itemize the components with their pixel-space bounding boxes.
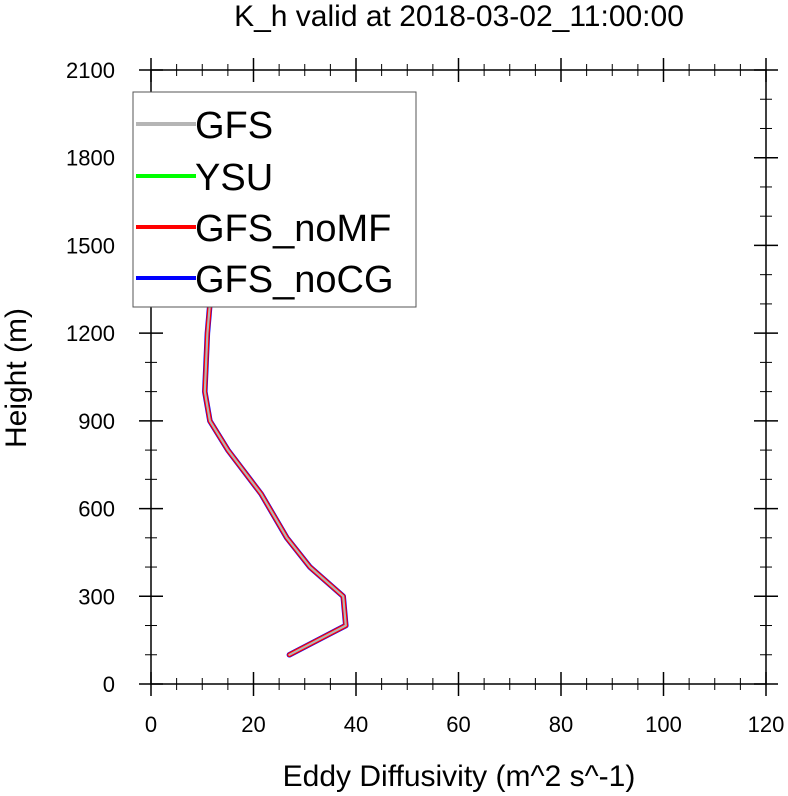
legend-label: GFS_noCG bbox=[195, 259, 394, 301]
y-tick-label: 0 bbox=[103, 672, 115, 697]
x-tick-label: 0 bbox=[145, 712, 157, 737]
x-tick-label: 40 bbox=[344, 712, 368, 737]
x-tick-label: 20 bbox=[241, 712, 265, 737]
legend-label: GFS bbox=[195, 105, 273, 147]
y-tick-label: 300 bbox=[78, 584, 115, 609]
y-tick-label: 2100 bbox=[66, 58, 115, 83]
legend: GFS YSU GFS_noMF GFS_noCG bbox=[132, 91, 417, 308]
legend-box bbox=[132, 91, 417, 308]
legend-label: YSU bbox=[195, 157, 273, 199]
y-tick-label: 600 bbox=[78, 497, 115, 522]
x-tick-label: 100 bbox=[645, 712, 682, 737]
y-tick-label: 900 bbox=[78, 409, 115, 434]
y-tick-label: 1200 bbox=[66, 321, 115, 346]
chart-title: K_h valid at 2018-03-02_11:00:00 bbox=[234, 0, 684, 33]
x-axis-label: Eddy Diffusivity (m^2 s^-1) bbox=[283, 760, 636, 793]
y-tick-label: 1800 bbox=[66, 146, 115, 171]
y-tick-label: 1500 bbox=[66, 233, 115, 258]
x-tick-label: 60 bbox=[446, 712, 470, 737]
x-tick-label: 120 bbox=[748, 712, 785, 737]
y-axis-label: Height (m) bbox=[0, 308, 33, 448]
legend-label: GFS_noMF bbox=[195, 208, 391, 250]
x-tick-label: 80 bbox=[549, 712, 573, 737]
plot-frame bbox=[150, 69, 767, 685]
